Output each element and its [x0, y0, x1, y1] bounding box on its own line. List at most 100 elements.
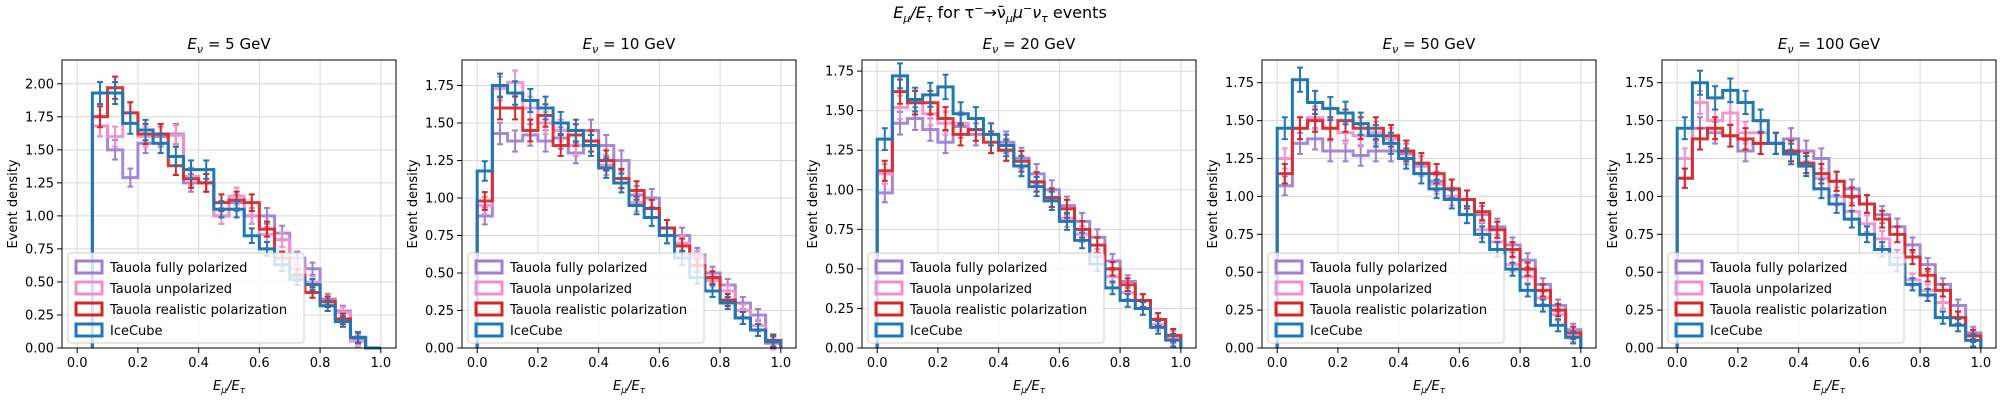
y-axis-label: Event density — [6, 159, 21, 248]
y-tick-label: 1.50 — [1625, 114, 1654, 129]
legend-label-fully-polarized: Tauola fully polarized — [109, 261, 247, 276]
series-line-icecube — [90, 91, 381, 350]
panel-title: Eν = 10 GeV — [583, 35, 676, 56]
legend-swatch-unpolarized — [1674, 280, 1704, 296]
legend-swatch-unpolarized — [874, 280, 904, 296]
legend-box — [67, 252, 305, 344]
y-tick-label: 1.50 — [425, 117, 454, 132]
legend-label-fully-polarized: Tauola fully polarized — [509, 261, 647, 276]
x-tick-label: 0.4 — [188, 356, 209, 371]
legend-swatch-fully-polarized — [874, 259, 904, 275]
panel-title: Eν = 50 GeV — [1383, 35, 1476, 56]
panel-title: Eν = 100 GeV — [1778, 35, 1881, 56]
legend-box — [1667, 252, 1905, 344]
series-line-icecube — [1275, 78, 1583, 348]
y-tick-label: 0.50 — [1225, 266, 1254, 281]
panel-title: Eν = 5 GeV — [187, 35, 271, 56]
axes-frame — [461, 59, 797, 349]
y-tick-label: 0.75 — [825, 223, 854, 238]
legend-label-icecube: IceCube — [1710, 324, 1763, 339]
y-tick-label: 1.75 — [425, 79, 454, 94]
legend-label-unpolarized: Tauola unpolarized — [1709, 282, 1832, 297]
x-axis-label: Eμ/Eτ — [1413, 379, 1446, 396]
legend-swatch-fully-polarized — [474, 259, 504, 275]
y-tick-label: 0.00 — [1625, 342, 1654, 357]
x-tick-label: 0.8 — [1510, 356, 1531, 371]
y-axis-label: Event density — [806, 159, 821, 248]
x-axis-label: Eμ/Eτ — [1013, 379, 1046, 396]
legend-label-fully-polarized: Tauola fully polarized — [1709, 261, 1847, 276]
x-tick-label: 0.2 — [1728, 356, 1749, 371]
x-tick-label: 0.6 — [1049, 356, 1070, 371]
x-tick-label: 0.2 — [128, 356, 149, 371]
y-tick-label: 0.75 — [1625, 228, 1654, 243]
y-tick-label: 0.25 — [25, 308, 54, 323]
figure-suptitle: Eμ/Eτ for τ−→ν̄μμ−ντ events — [893, 2, 1107, 25]
series-line-icecube — [475, 84, 783, 348]
legend-label-icecube: IceCube — [910, 324, 963, 339]
x-tick-label: 1.0 — [1170, 356, 1191, 371]
y-tick-label: 1.50 — [25, 143, 54, 158]
y-tick-label: 0.50 — [425, 267, 454, 282]
y-tick-label: 2.00 — [25, 77, 54, 92]
y-axis-label: Event density — [1206, 159, 1221, 248]
legend-label-realistic-polarization: Tauola realistic polarization — [509, 303, 687, 318]
chart-panel-4: 0.0 0.2 0.4 0.6 0.8 1.0 0.00 0.25 0.50 0.75 1.00 1.… — [1206, 35, 1597, 396]
y-tick-label: 1.25 — [425, 154, 454, 169]
legend-swatch-fully-polarized — [1274, 259, 1304, 275]
axes-frame — [861, 59, 1197, 349]
x-tick-label: 0.4 — [1388, 356, 1409, 371]
x-tick-label: 0.0 — [467, 356, 488, 371]
y-tick-label: 1.00 — [25, 209, 54, 224]
legend-label-unpolarized: Tauola unpolarized — [909, 282, 1032, 297]
legend-swatch-icecube — [1674, 322, 1704, 338]
x-tick-label: 0.8 — [1910, 356, 1931, 371]
x-tick-label: 0.6 — [1849, 356, 1870, 371]
y-tick-label: 0.75 — [25, 242, 54, 257]
chart-panel-3: 0.0 0.2 0.4 0.6 0.8 1.0 0.00 0.25 0.50 0.75 1.00 1.… — [806, 35, 1197, 396]
legend-swatch-unpolarized — [1274, 280, 1304, 296]
x-tick-label: 0.8 — [310, 356, 331, 371]
y-tick-label: 1.75 — [1625, 76, 1654, 91]
y-axis-label: Event density — [1606, 159, 1621, 248]
legend-swatch-icecube — [1274, 322, 1304, 338]
legend-label-realistic-polarization: Tauola realistic polarization — [909, 303, 1087, 318]
x-tick-label: 0.6 — [249, 356, 270, 371]
y-axis-label: Event density — [406, 159, 421, 248]
y-tick-label: 0.25 — [425, 304, 454, 319]
legend-swatch-realistic-polarization — [1674, 301, 1704, 317]
legend-swatch-icecube — [874, 322, 904, 338]
y-tick-label: 1.00 — [1225, 190, 1254, 205]
x-axis-label: Eμ/Eτ — [213, 379, 246, 396]
x-tick-label: 0.2 — [1328, 356, 1349, 371]
x-tick-label: 0.4 — [1788, 356, 1809, 371]
legend-label-realistic-polarization: Tauola realistic polarization — [1309, 303, 1487, 318]
y-tick-label: 1.25 — [825, 144, 854, 159]
legend-label-unpolarized: Tauola unpolarized — [1309, 282, 1432, 297]
chart-panel-2: 0.0 0.2 0.4 0.6 0.8 1.0 0.00 0.25 0.50 0.75 1.00 1.… — [406, 35, 797, 396]
x-tick-label: 1.0 — [770, 356, 791, 371]
legend-swatch-realistic-polarization — [1274, 301, 1304, 317]
legend-swatch-fully-polarized — [74, 259, 104, 275]
x-tick-label: 1.0 — [1970, 356, 1991, 371]
y-tick-label: 1.75 — [825, 65, 854, 80]
legend-swatch-icecube — [474, 322, 504, 338]
legend-label-realistic-polarization: Tauola realistic polarization — [109, 303, 287, 318]
y-tick-label: 1.75 — [1225, 76, 1254, 91]
x-tick-label: 1.0 — [1570, 356, 1591, 371]
y-tick-label: 0.50 — [1625, 266, 1654, 281]
y-tick-label: 0.00 — [25, 342, 54, 357]
y-tick-label: 0.25 — [1625, 304, 1654, 319]
legend-label-icecube: IceCube — [1310, 324, 1363, 339]
x-tick-label: 0.2 — [928, 356, 949, 371]
axes-frame — [1661, 59, 1997, 349]
x-tick-label: 0.8 — [710, 356, 731, 371]
legend-swatch-fully-polarized — [1674, 259, 1704, 275]
panel-title: Eν = 20 GeV — [983, 35, 1076, 56]
legend-swatch-unpolarized — [474, 280, 504, 296]
y-tick-label: 1.00 — [1625, 190, 1654, 205]
y-tick-label: 1.25 — [1625, 152, 1654, 167]
x-tick-label: 0.6 — [1449, 356, 1470, 371]
